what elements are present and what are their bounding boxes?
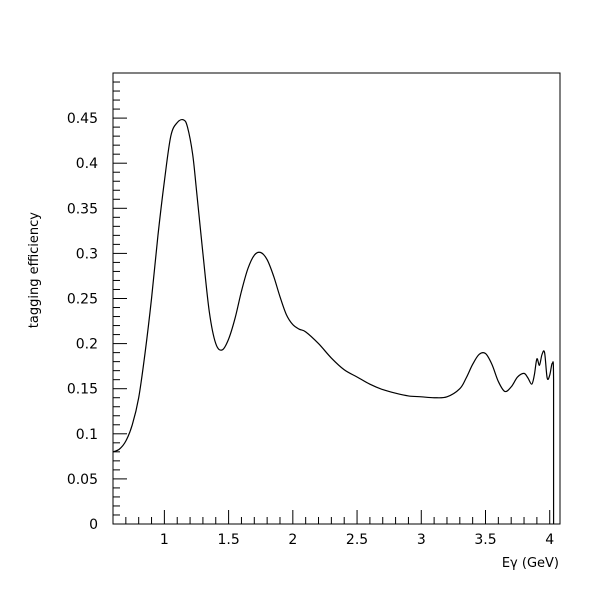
x-tick-label: 2.5: [346, 532, 368, 548]
y-tick-label: 0.25: [67, 292, 98, 308]
y-tick-label: 0.05: [67, 472, 98, 488]
y-tick-label: 0.45: [67, 111, 98, 127]
y-tick-label: 0.2: [76, 337, 98, 353]
y-tick-label: 0.4: [76, 156, 98, 172]
x-tick-label: 1: [160, 532, 169, 548]
y-tick-label: 0.3: [76, 246, 98, 262]
x-tick-label: 1.5: [217, 532, 239, 548]
efficiency-curve: [112, 119, 555, 524]
x-tick-label: 4: [545, 532, 554, 548]
x-tick-label: 3: [417, 532, 426, 548]
x-tick-label: 2: [288, 532, 297, 548]
axis-ticks: [112, 72, 551, 525]
axis-tick-labels: 0 0.05 0.1 0.15 0.2 0.25 0.3 0.35 0.4 0.45 1 1.5 2 2.…: [67, 111, 554, 548]
x-axis-title: Eγ (GeV): [502, 556, 559, 571]
y-tick-label: 0.15: [67, 382, 98, 398]
plot-frame: [112, 72, 561, 525]
y-axis-title: tagging efficiency: [27, 212, 42, 329]
y-tick-label: 0: [89, 517, 98, 533]
y-tick-label: 0.1: [76, 427, 98, 443]
y-tick-label: 0.35: [67, 201, 98, 217]
x-tick-label: 3.5: [474, 532, 496, 548]
